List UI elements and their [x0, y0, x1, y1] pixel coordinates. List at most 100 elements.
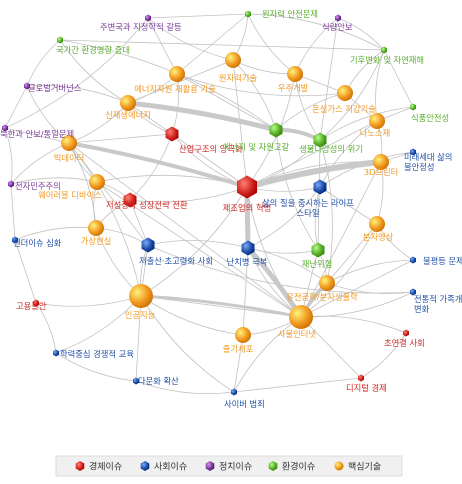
inequality-label: 불평등 문제 — [423, 256, 462, 266]
climate-label: 기후변화 및 자연재해 — [350, 55, 424, 65]
vr-node[interactable] — [88, 220, 104, 236]
edge-n_energy_recycle-n_energy_deplete — [176, 73, 277, 131]
digital-econ-node[interactable] — [358, 374, 364, 382]
edge-n_nano-n_quality_life — [319, 120, 378, 188]
education-node[interactable] — [53, 349, 59, 357]
molecular-node[interactable] — [369, 216, 385, 232]
cybercrime-label: 사이버 범죄 — [224, 399, 265, 409]
biodiv-node[interactable] — [313, 132, 327, 148]
neighbor-node[interactable] — [145, 14, 151, 22]
legend-pol-label: 정치이슈 — [219, 461, 252, 473]
mfg-label: 제조업의 혁명 — [223, 203, 271, 213]
edge-n_epolitics-n_wearable — [10, 177, 98, 185]
nuclear-tech-node[interactable] — [225, 52, 241, 68]
strong-edge-n_mfg-n_3dprint — [244, 159, 384, 190]
iot-label: 사물인터넷 — [278, 329, 317, 339]
stemcell-label: 줄기세포 — [223, 344, 254, 354]
gender-node[interactable] — [12, 236, 18, 244]
mfg-node[interactable] — [237, 175, 257, 199]
nano-label: 나노소재 — [360, 128, 391, 138]
global-gov-label: 글로벌거버넌스 — [28, 83, 82, 93]
edge-n_hyperconnect-n_digital_econ — [360, 332, 407, 379]
food-safety-node[interactable] — [410, 103, 416, 111]
nk-label: 북한과 안보/통일문제 — [0, 129, 74, 139]
edge-n_iot-n_digital_econ — [300, 316, 362, 379]
edge-n_bigdata-n_lowbirth — [68, 142, 149, 246]
energy-deplete-label: 에너지 및 자원고갈 — [223, 142, 290, 152]
edge-n_nk-n_epolitics — [4, 127, 13, 185]
greenhouse-label: 온실가스 저감기술 — [312, 104, 376, 114]
wearable-label: 웨어러블 디바이스 — [38, 190, 102, 200]
bigdata-label: 빅데이터 — [54, 153, 85, 163]
edge-n_family-n_iot — [300, 291, 414, 318]
nk-node[interactable] — [2, 124, 8, 132]
edge-n_renewable-n_mfg — [127, 102, 248, 188]
edge-n_epolitics-n_gender — [10, 183, 16, 241]
edge-n_neighbor-n_nk — [4, 17, 149, 129]
low-growth-node[interactable] — [123, 192, 137, 208]
edge-n_global_gov-n_renewable — [26, 85, 129, 104]
edge-n_digital_econ-n_cybercrime — [233, 377, 362, 393]
legend-pol-icon — [205, 461, 215, 471]
hyperconnect-node[interactable] — [403, 329, 409, 337]
employment-node[interactable] — [33, 299, 39, 307]
renewable-node[interactable] — [120, 95, 136, 111]
edge-n_multicultural-n_cybercrime — [135, 380, 235, 395]
ai-node[interactable] — [129, 284, 153, 308]
edge-n_renewable-n_bigdata — [68, 102, 129, 144]
disaster-node[interactable] — [311, 242, 325, 258]
energy-recycle-node[interactable] — [169, 66, 185, 82]
3dprint-node[interactable] — [373, 154, 389, 170]
lowbirth-node[interactable] — [141, 237, 155, 253]
epolitics-node[interactable] — [8, 180, 14, 188]
edge-n_climate-n_biodiv — [319, 49, 385, 141]
edge-n_nuclear_safety-n_space — [247, 13, 296, 75]
energy-deplete-node[interactable] — [269, 122, 283, 138]
strong-edge-n_renewable-n_energy_deplete — [125, 100, 279, 133]
stemcell-node[interactable] — [235, 327, 251, 343]
edge-n_intl_env-n_climate — [59, 39, 385, 51]
nano-node[interactable] — [369, 113, 385, 129]
edge-n_inequality-n_genetic — [326, 259, 414, 284]
polarize-label: 산업구조의 양극화 — [179, 144, 243, 154]
intl-env-node[interactable] — [57, 36, 63, 44]
multicultural-node[interactable] — [133, 377, 139, 385]
inequality-node[interactable] — [410, 256, 416, 264]
strong-edge-n_bigdata-n_mfg — [67, 141, 249, 189]
nuclear-safety-node[interactable] — [245, 10, 251, 18]
strong-edge-n_energy_deplete-n_biodiv — [274, 127, 322, 142]
food-security-node[interactable] — [335, 14, 341, 22]
space-node[interactable] — [287, 66, 303, 82]
edge-n_intl_env-n_renewable — [59, 39, 129, 104]
bigdata-node[interactable] — [61, 135, 77, 151]
edge-n_gender-n_vr — [14, 226, 97, 241]
biodiv-label: 생물다양성의 위기 — [299, 144, 363, 154]
legend-env-icon — [268, 461, 278, 471]
legend-soc-icon — [140, 461, 150, 471]
edge-n_biodiv-n_genetic — [319, 139, 333, 284]
edge-n_lowbirth-n_incurable — [147, 240, 249, 249]
iot-node[interactable] — [289, 305, 313, 329]
greenhouse-node[interactable] — [337, 85, 353, 101]
intl-env-label: 국가간 환경영향 증대 — [56, 45, 130, 55]
edge-n_bigdata-n_iot — [68, 142, 302, 318]
cybercrime-node[interactable] — [231, 388, 237, 396]
disaster-label: 재난위험 — [302, 259, 333, 269]
edge-n_iot-n_hyperconnect — [300, 315, 407, 334]
climate-node[interactable] — [381, 46, 387, 54]
edge-n_incurable-n_disaster — [247, 247, 319, 254]
wearable-node[interactable] — [89, 174, 105, 190]
hyperconnect-label: 초연결 사회 — [384, 338, 425, 348]
edge-n_biodiv-n_disaster — [317, 139, 321, 251]
polarize-node[interactable] — [165, 126, 179, 142]
nodes — [2, 10, 416, 396]
future-anxiety-node[interactable] — [410, 148, 416, 156]
incurable-node[interactable] — [241, 240, 255, 256]
family-node[interactable] — [410, 288, 416, 296]
quality-life-node[interactable] — [313, 179, 327, 195]
global-gov-node[interactable] — [24, 82, 30, 90]
neighbor-label: 주변국과 지정학적 갈등 — [100, 22, 182, 32]
genetic-node[interactable] — [319, 275, 335, 291]
